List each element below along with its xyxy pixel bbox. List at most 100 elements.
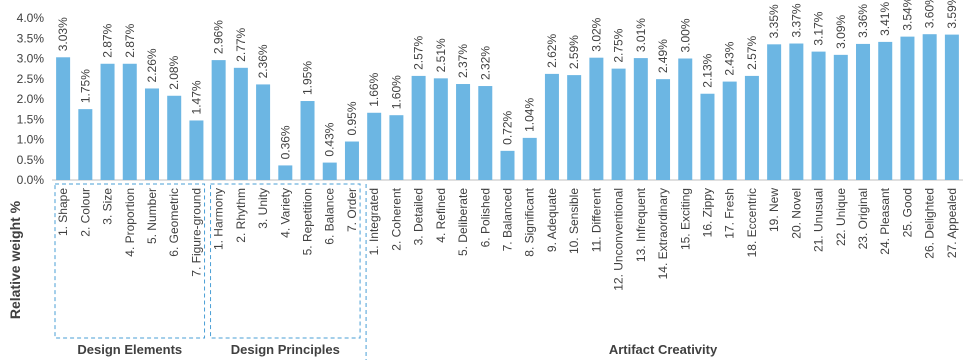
data-label: 2.26% (145, 48, 159, 82)
data-label: 2.87% (123, 23, 137, 57)
data-label: 0.36% (278, 125, 292, 159)
category-label: 1. Shape (56, 188, 70, 236)
category-label: 22. Unique (834, 188, 848, 246)
y-tick-label: 0.0% (17, 173, 45, 187)
y-tick-label: 0.5% (17, 153, 45, 167)
bar (278, 165, 293, 180)
data-label: 2.13% (700, 53, 714, 87)
bar (322, 162, 337, 180)
y-tick-label: 1.0% (17, 133, 45, 147)
data-label: 2.36% (256, 44, 270, 78)
category-label: 3. Unity (256, 188, 270, 229)
group-label: Design Elements (77, 342, 182, 357)
category-label: 23. Original (856, 188, 870, 249)
data-label: 2.57% (745, 36, 759, 70)
category-labels: 1. Shape 2. Colour 3. Size 4. Proportion 5. … (56, 187, 959, 290)
category-label: 18. Eccentric (745, 188, 759, 257)
bar (611, 68, 626, 180)
bar (100, 63, 115, 180)
bar (189, 120, 204, 180)
category-label: 21. Unusual (812, 188, 826, 252)
category-label: 1. Integrated (367, 188, 381, 255)
bar (211, 60, 226, 181)
bar (767, 44, 782, 181)
data-label: 2.32% (478, 46, 492, 80)
bar (589, 57, 604, 180)
bar (633, 58, 648, 180)
category-label: 2. Rhythm (234, 188, 248, 243)
data-label: 1.75% (78, 69, 92, 103)
category-label: 7. Balanced (501, 188, 515, 251)
data-label: 1.04% (523, 98, 537, 132)
bar (367, 112, 382, 180)
category-label: 14. Extraordinary (656, 188, 670, 279)
category-label: 7. Order (345, 188, 359, 232)
bar (878, 41, 893, 180)
data-label: 0.95% (345, 101, 359, 135)
category-label: 16. Zippy (700, 188, 714, 237)
data-label: 1.60% (389, 75, 403, 109)
data-label: 2.62% (545, 34, 559, 68)
category-label: 3. Detailed (412, 188, 426, 245)
bar (167, 95, 182, 180)
data-label: 3.36% (856, 4, 870, 38)
category-label: 7. Figure-ground (189, 188, 203, 277)
category-label: 2. Colour (78, 188, 92, 237)
data-label: 2.96% (212, 20, 226, 54)
bar (78, 109, 93, 180)
y-tick-label: 3.5% (17, 31, 45, 45)
bar (922, 34, 937, 181)
bar (433, 78, 448, 180)
data-label: 3.60% (923, 0, 937, 28)
category-label: 27. Appealed (945, 188, 959, 258)
bar (256, 84, 271, 180)
bar (833, 54, 848, 181)
category-label: 5. Repetition (301, 188, 315, 255)
bar (544, 73, 559, 180)
group-brackets: Design Elements Design Principles Artifact… (54, 183, 718, 360)
y-tick-label: 3.0% (17, 52, 45, 66)
data-label: 2.37% (456, 44, 470, 78)
data-label: 2.08% (167, 55, 181, 89)
data-label: 3.03% (56, 17, 70, 51)
bar (233, 67, 248, 180)
data-label: 3.02% (589, 17, 603, 51)
bar (522, 137, 537, 180)
category-label: 12. Unconventional (612, 188, 626, 291)
y-tick-label: 1.5% (17, 112, 45, 126)
bar (144, 88, 159, 180)
data-label: 2.75% (612, 28, 626, 62)
data-label: 2.87% (101, 23, 115, 57)
category-label: 17. Fresh (723, 188, 737, 239)
data-label: 3.37% (789, 3, 803, 37)
data-label: 1.95% (301, 61, 315, 95)
bar (789, 43, 804, 180)
bar (811, 51, 826, 180)
category-label: 24. Pleasant (878, 187, 892, 254)
data-label: 3.00% (678, 18, 692, 52)
bar (456, 84, 471, 180)
bar (500, 150, 515, 180)
group-bracket (210, 183, 361, 339)
bar (700, 93, 715, 180)
bar (944, 34, 959, 181)
category-label: 4. Refined (434, 188, 448, 243)
data-label: 1.66% (367, 72, 381, 106)
category-label: 11. Different (589, 187, 603, 252)
bar (122, 63, 137, 180)
data-label: 3.01% (634, 18, 648, 52)
category-label: 5. Deliberate (456, 188, 470, 256)
category-label: 6. Balance (323, 188, 337, 245)
category-label: 13. Infrequent (634, 187, 648, 262)
data-label: 1.47% (189, 80, 203, 114)
bar (478, 86, 493, 180)
group-label: Artifact Creativity (609, 342, 718, 357)
bar (567, 75, 582, 180)
data-label: 2.51% (434, 38, 448, 72)
data-label: 2.43% (723, 41, 737, 75)
y-tick-label: 2.0% (17, 92, 45, 106)
category-label: 15. Exciting (678, 188, 692, 250)
category-label: 4. Variety (278, 188, 292, 238)
bar (344, 141, 359, 180)
